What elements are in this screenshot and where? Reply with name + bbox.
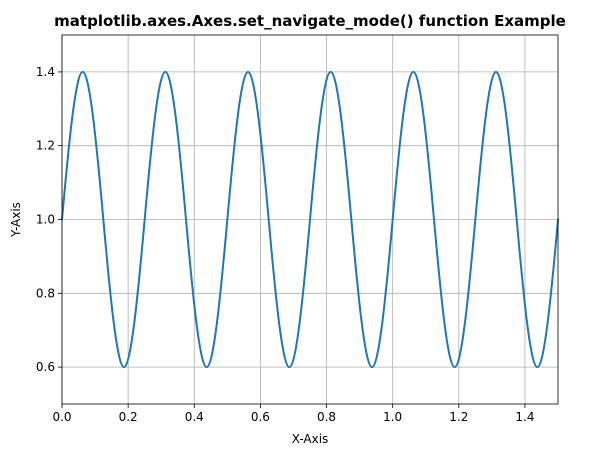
x-tick-label: 0.8 [317,410,336,424]
x-axis: 0.0 0.2 0.4 0.6 0.8 1.0 1.2 1.4 [52,404,534,424]
y-tick-label: 1.0 [36,213,55,227]
y-tick-label: 1.2 [36,139,55,153]
y-axis-label: Y-Axis [9,202,23,238]
x-tick-label: 0.4 [185,410,204,424]
y-tick-label: 1.4 [36,65,55,79]
x-tick-label: 0.0 [52,410,71,424]
x-tick-label: 0.6 [251,410,270,424]
x-tick-label: 1.2 [449,410,468,424]
x-axis-label: X-Axis [292,432,329,446]
series-layer [61,70,559,369]
x-tick-label: 0.2 [119,410,138,424]
data-line [61,70,559,369]
y-axis: 0.6 0.8 1.0 1.2 1.4 [36,65,62,374]
chart-title: matplotlib.axes.Axes.set_navigate_mode()… [54,12,566,30]
y-tick-label: 0.6 [36,360,55,374]
x-tick-label: 1.0 [383,410,402,424]
x-tick-label: 1.4 [515,410,534,424]
y-tick-label: 0.8 [36,286,55,300]
